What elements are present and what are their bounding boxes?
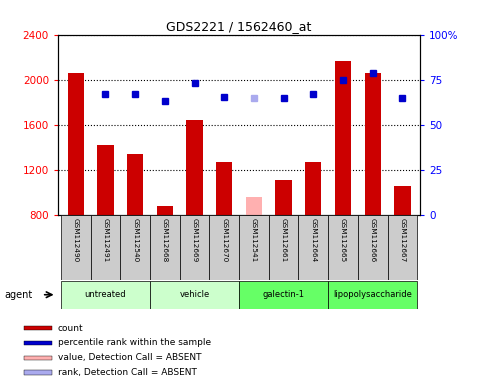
- Bar: [61, 281, 150, 309]
- Title: GDS2221 / 1562460_at: GDS2221 / 1562460_at: [167, 20, 312, 33]
- Text: galectin-1: galectin-1: [263, 290, 305, 299]
- Text: untreated: untreated: [85, 290, 126, 299]
- Bar: [239, 281, 328, 309]
- Bar: [24, 341, 52, 345]
- Text: GSM112668: GSM112668: [162, 218, 168, 263]
- Text: GSM112670: GSM112670: [221, 218, 227, 263]
- Bar: [68, 73, 84, 215]
- Bar: [365, 73, 381, 215]
- Bar: [275, 180, 292, 215]
- Bar: [358, 215, 387, 280]
- Bar: [24, 371, 52, 375]
- Text: percentile rank within the sample: percentile rank within the sample: [57, 338, 211, 348]
- Bar: [305, 162, 322, 215]
- Text: GSM112665: GSM112665: [340, 218, 346, 263]
- Text: rank, Detection Call = ABSENT: rank, Detection Call = ABSENT: [57, 368, 197, 377]
- Bar: [298, 215, 328, 280]
- Bar: [127, 154, 143, 215]
- Bar: [24, 326, 52, 330]
- Bar: [120, 215, 150, 280]
- Text: count: count: [57, 324, 83, 333]
- Bar: [328, 281, 417, 309]
- Bar: [24, 356, 52, 360]
- Bar: [269, 215, 298, 280]
- Text: agent: agent: [5, 290, 33, 300]
- Text: value, Detection Call = ABSENT: value, Detection Call = ABSENT: [57, 353, 201, 362]
- Text: lipopolysaccharide: lipopolysaccharide: [333, 290, 412, 299]
- Text: GSM112661: GSM112661: [281, 218, 286, 263]
- Bar: [91, 215, 120, 280]
- Text: GSM112540: GSM112540: [132, 218, 138, 263]
- Text: GSM112664: GSM112664: [310, 218, 316, 263]
- Bar: [210, 215, 239, 280]
- Bar: [180, 215, 210, 280]
- Bar: [328, 215, 358, 280]
- Text: GSM112666: GSM112666: [369, 218, 376, 263]
- Bar: [150, 215, 180, 280]
- Bar: [186, 120, 203, 215]
- Bar: [246, 197, 262, 215]
- Bar: [156, 206, 173, 215]
- Bar: [61, 215, 91, 280]
- Text: GSM112541: GSM112541: [251, 218, 257, 263]
- Bar: [394, 186, 411, 215]
- Bar: [387, 215, 417, 280]
- Text: GSM112491: GSM112491: [102, 218, 109, 263]
- Bar: [335, 61, 351, 215]
- Bar: [97, 145, 114, 215]
- Bar: [216, 162, 232, 215]
- Bar: [150, 281, 239, 309]
- Bar: [239, 215, 269, 280]
- Text: GSM112490: GSM112490: [73, 218, 79, 263]
- Text: vehicle: vehicle: [179, 290, 210, 299]
- Text: GSM112667: GSM112667: [399, 218, 405, 263]
- Text: GSM112669: GSM112669: [192, 218, 198, 263]
